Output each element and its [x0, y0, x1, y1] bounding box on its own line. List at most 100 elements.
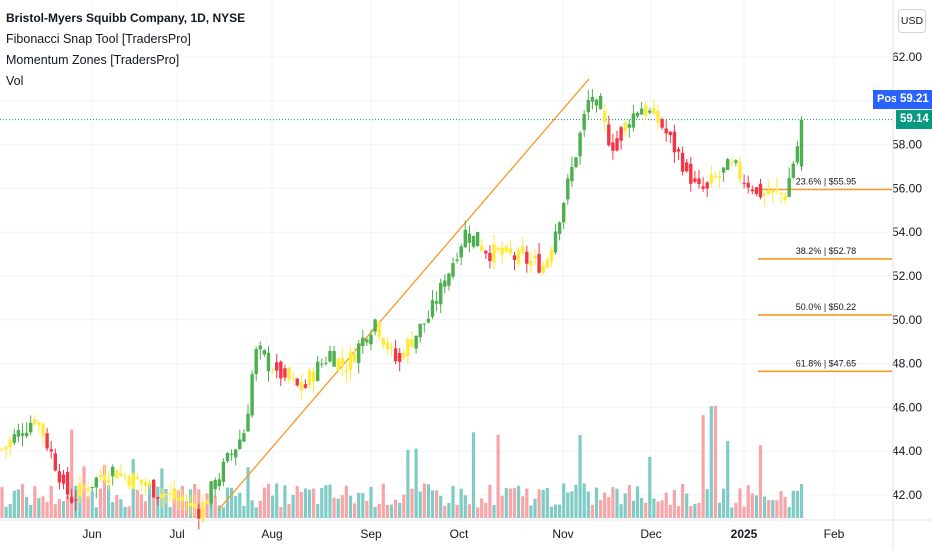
volume-bar	[37, 498, 41, 518]
volume-bar	[4, 506, 8, 518]
candle-body	[586, 99, 590, 113]
volume-bar	[102, 465, 107, 518]
volume-bar	[406, 449, 410, 518]
volume-bar	[119, 499, 123, 518]
candle-body	[447, 273, 451, 286]
candle-body	[410, 339, 414, 347]
candle-body	[29, 422, 33, 433]
volume-bar	[439, 495, 443, 518]
candle-body	[795, 146, 800, 163]
volume-bar	[652, 498, 656, 518]
volume-bar	[627, 485, 631, 518]
candle-body	[33, 419, 37, 424]
volume-bar	[410, 488, 414, 518]
volume-bar	[373, 507, 377, 518]
candle-body	[258, 345, 262, 350]
volume-bar	[783, 496, 787, 518]
candle-body	[111, 466, 115, 477]
price-axis-label: 58.00	[892, 138, 922, 152]
candle-body	[721, 167, 726, 173]
candle-body	[676, 149, 681, 152]
candle-body	[279, 361, 283, 379]
volume-bar	[668, 504, 672, 518]
fib-level-label: 38.2% | $52.78	[796, 246, 856, 256]
candle-body	[656, 110, 660, 123]
volume-bar	[689, 506, 693, 518]
candle-body	[53, 453, 57, 471]
volume-bar	[467, 504, 471, 518]
volume-bar	[734, 503, 738, 518]
candle-body	[430, 300, 435, 317]
candle-body	[307, 370, 312, 386]
candle-body	[680, 152, 685, 172]
candle-body	[619, 127, 623, 141]
candle-body	[197, 508, 201, 519]
volume-bar	[353, 503, 357, 518]
legend-fib-tool[interactable]: Fibonacci Snap Tool [TradersPro]	[6, 32, 191, 46]
candle-body	[648, 110, 652, 113]
currency-button[interactable]: USD	[898, 9, 926, 33]
time-axis-label: 2025	[731, 527, 758, 541]
volume-bar	[234, 496, 238, 518]
candle-body	[562, 202, 566, 223]
volume-bar	[303, 488, 307, 518]
candle-body	[225, 453, 230, 462]
volume-bar	[41, 496, 45, 518]
candle-body	[381, 338, 385, 345]
candle-body	[106, 479, 111, 483]
candle-body	[217, 479, 221, 487]
volume-bar	[471, 432, 476, 518]
volume-bar	[529, 505, 533, 518]
volume-bar	[754, 495, 758, 518]
candle-body	[70, 496, 74, 503]
candle-body	[90, 486, 94, 488]
candle-body	[685, 162, 689, 172]
volume-bar	[320, 488, 324, 518]
legend-title[interactable]: Bristol-Myers Squibb Company, 1D, NYSE	[6, 11, 246, 25]
price-axis-label: 62.00	[892, 50, 922, 64]
volume-bar	[742, 506, 746, 518]
volume-bar	[414, 448, 418, 518]
candle-body	[467, 233, 472, 243]
volume-bar	[451, 485, 455, 518]
candle-body	[115, 470, 119, 479]
candle-body	[283, 368, 287, 378]
candle-body	[94, 477, 98, 488]
volume-bar	[45, 501, 49, 518]
candle-body	[0, 448, 4, 450]
candle-body	[480, 245, 484, 251]
candle-body	[713, 176, 718, 178]
volume-bar	[508, 488, 512, 518]
candle-body	[439, 282, 443, 305]
candle-body	[746, 182, 750, 188]
candle-body	[348, 352, 353, 371]
candle-body	[521, 246, 525, 254]
volume-bar	[418, 491, 422, 518]
volume-bar	[607, 497, 611, 518]
legend-volume[interactable]: Vol	[6, 74, 24, 88]
candle-body	[61, 474, 66, 484]
candle-body	[652, 108, 656, 114]
volume-bar	[459, 488, 463, 518]
volume-bar	[66, 495, 70, 518]
volume-bar	[558, 504, 562, 518]
volume-bar	[312, 488, 316, 518]
candle-body	[742, 182, 746, 184]
candle-body	[660, 119, 664, 128]
legend-momentum-zones[interactable]: Momentum Zones [TradersPro]	[6, 53, 180, 67]
candle-body	[385, 342, 390, 350]
candle-body	[750, 189, 754, 192]
candle-body	[623, 122, 627, 132]
volume-bar	[455, 504, 459, 518]
candle-body	[365, 339, 369, 343]
candle-body	[398, 352, 402, 362]
post-market-price-tag: 59.21	[896, 90, 932, 109]
volume-bar	[594, 487, 599, 518]
volume-bar	[685, 493, 689, 518]
candle-body	[484, 250, 488, 254]
volume-bar	[139, 494, 143, 518]
volume-bar	[705, 489, 709, 518]
volume-bar	[115, 495, 119, 518]
